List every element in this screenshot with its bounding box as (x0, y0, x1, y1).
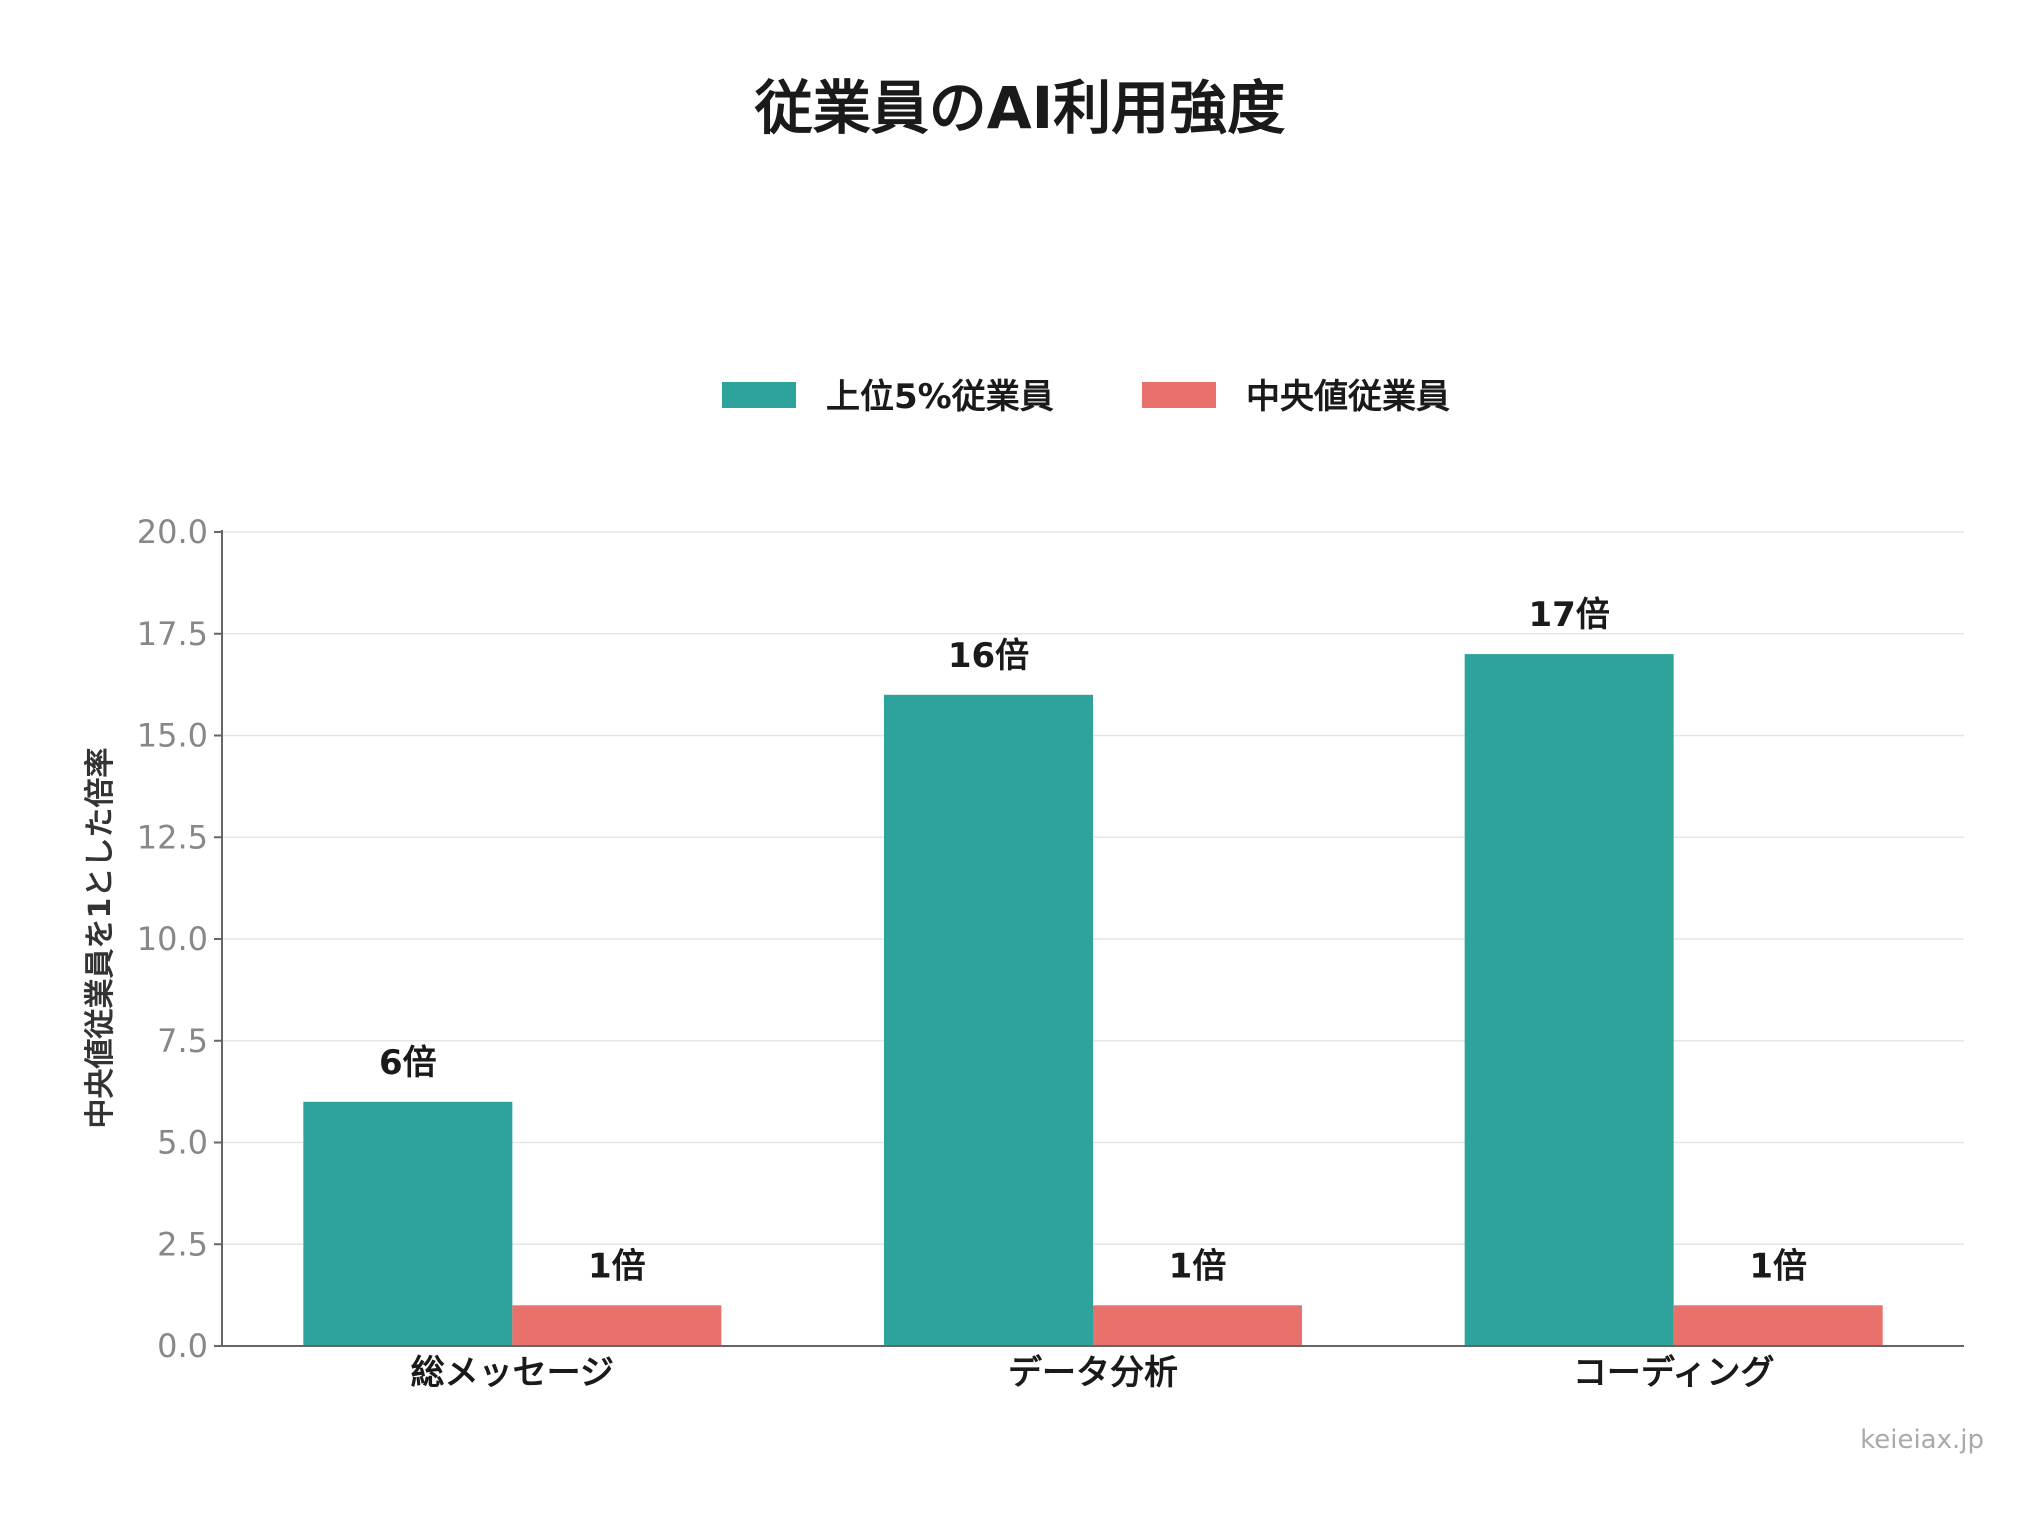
data-label: 6倍 (379, 1043, 437, 1083)
y-axis-label: 中央値従業員を1とした倍率 (83, 748, 118, 1129)
bar-1-3 (1464, 654, 1674, 1346)
data-label: 1倍 (1749, 1246, 1807, 1286)
data-label: 16倍 (948, 636, 1029, 676)
chart-title: 従業員のAI利用強度 (754, 74, 1285, 142)
y-tick-label: 20.0 (137, 513, 208, 551)
y-tick-label: 7.5 (157, 1022, 208, 1060)
y-axis-ticks: 0.0 2.5 5.0 7.5 10.0 12.5 15.0 17.5 20.0 (137, 513, 222, 1365)
y-tick-label: 12.5 (137, 818, 208, 856)
bars (303, 654, 1883, 1346)
y-tick-label: 2.5 (157, 1225, 208, 1263)
x-axis-categories: 総メッセージ データ分析 コーディング (411, 1353, 1775, 1393)
bar-2-3 (1673, 1305, 1883, 1346)
y-tick-label: 15.0 (137, 717, 208, 755)
legend-swatch-series-2 (1142, 382, 1216, 408)
y-tick-label: 5.0 (157, 1124, 208, 1162)
data-labels: 6倍 1倍 16倍 1倍 17倍 1倍 (379, 595, 1807, 1286)
legend-label-series-2: 中央値従業員 (1246, 377, 1450, 417)
bar-2-1 (512, 1305, 722, 1346)
legend-label-series-1: 上位5%従業員 (826, 377, 1054, 417)
x-category-label: 総メッセージ (411, 1353, 614, 1393)
bar-1-1 (303, 1101, 513, 1346)
legend-swatch-series-1 (722, 382, 796, 408)
watermark: keieiax.jp (1860, 1425, 1984, 1455)
x-category-label: データ分析 (1008, 1353, 1178, 1393)
y-tick-label: 10.0 (137, 920, 208, 958)
y-tick-label: 0.0 (157, 1327, 208, 1365)
x-category-label: コーディング (1573, 1353, 1775, 1393)
data-label: 1倍 (588, 1246, 646, 1286)
data-label: 1倍 (1169, 1246, 1227, 1286)
legend: 上位5%従業員 中央値従業員 (722, 377, 1450, 417)
bar-2-2 (1093, 1305, 1302, 1346)
data-label: 17倍 (1529, 595, 1610, 635)
y-tick-label: 17.5 (137, 615, 208, 653)
bar-1-2 (884, 694, 1093, 1346)
